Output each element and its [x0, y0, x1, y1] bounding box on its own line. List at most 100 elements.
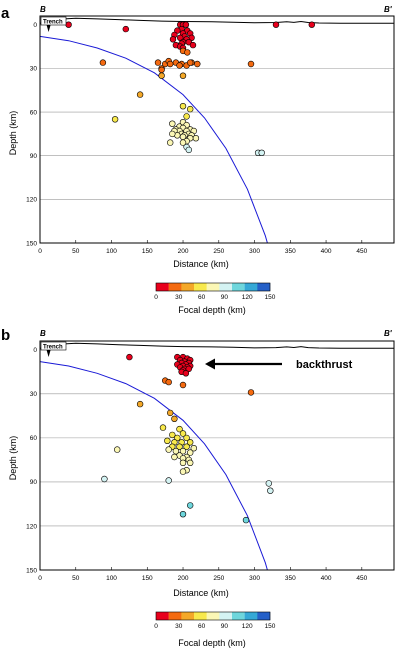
earthquake-point — [169, 130, 176, 138]
earthquake-point — [172, 447, 180, 455]
earthquake-point — [183, 443, 190, 450]
earthquake-point — [176, 443, 183, 450]
earthquake-point — [182, 370, 190, 377]
colorbar-cell — [257, 283, 271, 291]
arrow-head-icon — [205, 358, 215, 370]
y-tick-label: 30 — [30, 391, 38, 398]
y-axis-label: Depth (km) — [8, 111, 18, 156]
topography-line — [39, 17, 394, 24]
colorbar-label: Focal depth (km) — [178, 638, 246, 648]
x-tick-label: 200 — [178, 575, 189, 582]
x-tick-labels: 0 50 100 150 200 250 300 350 400 450 — [38, 567, 368, 582]
plot-area: Trench — [39, 15, 395, 244]
colorbar-tick-labels: 0 30 60 90 120 150 — [154, 623, 276, 630]
earthquake-point — [265, 480, 272, 487]
earthquake-point — [154, 59, 162, 66]
profile-start-label: B — [40, 329, 46, 338]
x-tick-label: 350 — [285, 248, 296, 255]
colorbar-cell — [181, 283, 195, 291]
earthquake-point — [165, 446, 172, 453]
earthquake-point — [164, 437, 171, 444]
profile-end-label: B' — [384, 329, 393, 338]
trench-label: Trench — [43, 20, 63, 26]
colorbar-cell — [194, 283, 207, 291]
backthrust-annotation: backthrust — [205, 358, 353, 371]
trench-marker-icon — [46, 350, 51, 357]
earthquake-point — [187, 59, 194, 66]
x-tick-label: 400 — [321, 248, 332, 255]
earthquake-point — [167, 409, 174, 417]
x-tick-label: 250 — [213, 248, 224, 255]
colorbar-cell — [232, 283, 245, 291]
x-axis-label: Distance (km) — [173, 259, 229, 269]
y-tick-label: 120 — [26, 197, 37, 204]
earthquake-point — [179, 511, 187, 518]
y-tick-label: 120 — [26, 523, 37, 530]
colorbar-cell — [168, 612, 182, 620]
earthquake-point — [122, 25, 130, 33]
earthquake-point — [308, 21, 315, 28]
earthquake-point — [242, 516, 250, 524]
colorbar-tick-label: 120 — [242, 623, 253, 630]
earthquake-point — [101, 475, 108, 483]
x-tick-label: 350 — [285, 575, 296, 582]
colorbar-tick-label: 60 — [198, 294, 206, 301]
colorbar-label: Focal depth (km) — [178, 305, 246, 315]
y-tick-label: 60 — [30, 435, 38, 442]
colorbar-tick-label: 150 — [265, 623, 276, 630]
earthquake-point — [179, 72, 187, 79]
colorbar-cell — [206, 612, 220, 620]
earthquake-point — [272, 21, 280, 28]
y-tick-labels: 0 30 60 90 120 150 — [26, 347, 37, 574]
earthquake-point — [267, 487, 274, 494]
colorbar-cell — [168, 283, 182, 291]
plot-frame — [39, 340, 395, 571]
colorbar-cell — [232, 612, 245, 620]
y-axis-label: Depth (km) — [8, 436, 18, 481]
panel-a: a B B' Trench 0 50 100 150 200 250 300 350 400 45… — [1, 5, 395, 315]
plot-area: Trench — [39, 340, 395, 571]
colorbar-cell — [244, 612, 258, 620]
colorbar-tick-label: 150 — [265, 294, 276, 301]
earthquake-point — [179, 381, 187, 389]
earthquake-point — [171, 415, 178, 422]
colorbar-cell — [181, 612, 195, 620]
slab-interface-curve — [39, 361, 268, 571]
x-tick-label: 300 — [249, 248, 260, 255]
y-tick-label: 150 — [26, 240, 37, 247]
panel-b: b B B' Trench backthrust 0 50 100 150 200 250… — [1, 327, 395, 648]
earthquake-point — [176, 62, 183, 69]
colorbar-cell — [219, 612, 233, 620]
x-tick-label: 300 — [249, 575, 260, 582]
colorbar-cells — [155, 611, 271, 621]
earthquake-point — [167, 139, 174, 146]
x-tick-label: 150 — [142, 575, 153, 582]
y-tick-label: 90 — [30, 153, 38, 160]
earthquake-point — [158, 66, 165, 74]
colorbar-frame — [155, 611, 271, 621]
earthquake-point — [113, 446, 121, 453]
earthquake-point — [183, 434, 190, 442]
topography-line — [39, 342, 394, 349]
trench-legend-box — [40, 16, 67, 26]
y-tick-label: 0 — [33, 347, 37, 354]
earthquake-point — [247, 389, 255, 396]
trench-label: Trench — [43, 345, 63, 351]
y-tick-label: 0 — [33, 22, 37, 29]
earthquake-point — [136, 91, 144, 98]
x-tick-label: 100 — [106, 248, 117, 255]
colorbar-cell — [244, 283, 258, 291]
earthquake-point — [187, 105, 194, 113]
backthrust-label: backthrust — [296, 359, 353, 371]
earthquake-point — [192, 135, 200, 142]
earthquake-point — [247, 60, 255, 68]
x-tick-labels: 0 50 100 150 200 250 300 350 400 450 — [38, 240, 368, 255]
earthquake-point — [187, 502, 194, 509]
colorbar-tick-label: 120 — [242, 294, 253, 301]
x-tick-label: 450 — [356, 248, 367, 255]
earthquake-point — [179, 468, 187, 475]
earthquake-point — [165, 378, 172, 386]
grid-lines — [40, 393, 394, 527]
earthquake-point — [169, 120, 176, 127]
